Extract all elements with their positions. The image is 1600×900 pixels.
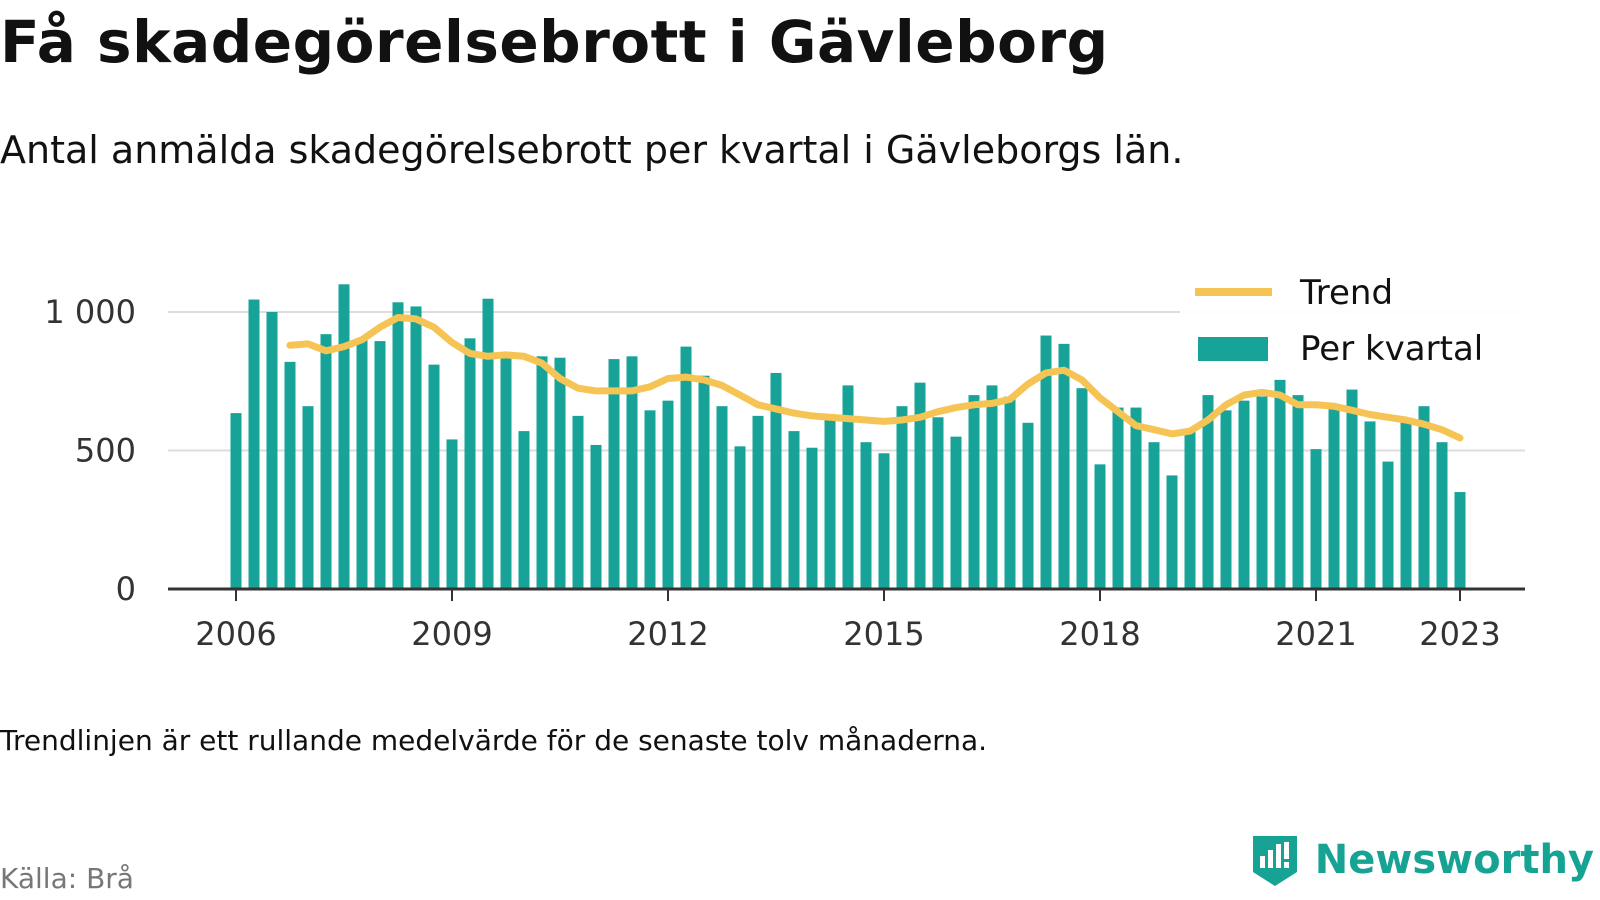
bar <box>428 364 440 589</box>
bar <box>1328 404 1340 589</box>
trend-line-layer <box>286 314 1464 442</box>
bar <box>1112 407 1124 589</box>
bar <box>770 372 782 589</box>
bar <box>1292 395 1304 589</box>
y-tick-label: 500 <box>75 432 136 470</box>
bar <box>518 431 530 589</box>
bar <box>1256 396 1268 589</box>
y-tick-label: 0 <box>116 570 136 608</box>
bar <box>1310 449 1322 589</box>
y-tick-label: 1 000 <box>44 293 136 331</box>
bar <box>1238 400 1250 589</box>
bar <box>284 361 296 589</box>
bar <box>986 385 998 589</box>
x-tick-label: 2015 <box>843 615 924 653</box>
footnote: Trendlinjen är ett rullande medelvärde f… <box>0 724 988 757</box>
bar <box>392 302 404 589</box>
bars-per-kvartal <box>230 284 1466 589</box>
bar <box>572 415 584 589</box>
trend-line <box>286 314 1464 442</box>
bar <box>1400 421 1412 589</box>
brand-name: Newsworthy <box>1314 837 1594 883</box>
x-tick-label: 2018 <box>1059 615 1140 653</box>
bar <box>824 418 836 589</box>
bar <box>374 341 386 589</box>
bar <box>1418 406 1430 589</box>
x-tick-label: 2023 <box>1419 615 1500 653</box>
x-tick-label: 2021 <box>1275 615 1356 653</box>
bar <box>1040 335 1052 589</box>
bar <box>698 375 710 589</box>
bar <box>662 400 674 589</box>
x-tick-label: 2006 <box>195 615 276 653</box>
bar <box>230 413 242 589</box>
bar <box>356 339 368 589</box>
bar <box>788 431 800 589</box>
bar <box>734 446 746 589</box>
bar <box>248 299 260 589</box>
bar-chart-badge-icon <box>1252 836 1297 886</box>
legend-bar-label: Per kvartal <box>1300 329 1483 369</box>
bar <box>1346 389 1358 589</box>
bar <box>320 334 332 589</box>
bar <box>554 357 566 589</box>
bar <box>950 436 962 589</box>
bar <box>1004 396 1016 589</box>
bar <box>464 338 476 589</box>
bar <box>968 395 980 589</box>
bar <box>1058 343 1070 589</box>
bar <box>590 444 602 589</box>
legend: Trend Per kvartal <box>1180 269 1525 379</box>
bar <box>878 453 890 589</box>
page-subtitle: Antal anmälda skadegörelsebrott per kvar… <box>0 128 1184 172</box>
source-credit: Källa: Brå <box>0 862 134 895</box>
bar <box>482 298 494 589</box>
bar <box>860 442 872 589</box>
bar <box>1148 442 1160 589</box>
bar <box>446 439 458 589</box>
bar <box>1364 421 1376 589</box>
legend-bar-swatch <box>1198 337 1268 361</box>
brand-logo: Newsworthy <box>1249 832 1594 888</box>
bar <box>806 447 818 589</box>
bar <box>1202 395 1214 589</box>
bar <box>266 312 278 589</box>
bar <box>752 415 764 589</box>
bar <box>644 410 656 589</box>
bar <box>680 346 692 589</box>
bar <box>914 382 926 589</box>
bar <box>1130 407 1142 589</box>
bar <box>626 356 638 589</box>
bar <box>842 385 854 589</box>
bar <box>1022 422 1034 589</box>
bar <box>1454 492 1466 589</box>
bar <box>932 417 944 589</box>
bar-chart: 0 500 1 000 2006 2009 2012 2015 2018 2021 2023 Tr… <box>44 269 1525 653</box>
bar <box>716 406 728 589</box>
bar <box>1274 379 1286 589</box>
bar <box>338 284 350 589</box>
x-tick-label: 2012 <box>627 615 708 653</box>
bar <box>1166 475 1178 589</box>
bar <box>410 306 422 589</box>
bar <box>1184 429 1196 589</box>
bar <box>536 356 548 589</box>
bar <box>500 357 512 589</box>
bar <box>1076 388 1088 589</box>
bar <box>1436 442 1448 589</box>
bar <box>302 406 314 589</box>
bar <box>608 359 620 589</box>
legend-trend-label: Trend <box>1299 273 1393 313</box>
bar <box>896 406 908 589</box>
bar <box>1382 461 1394 589</box>
bar <box>1094 464 1106 589</box>
bar <box>1220 410 1232 589</box>
axes: 0 500 1 000 2006 2009 2012 2015 2018 2021 2023 <box>44 293 1525 653</box>
x-tick-label: 2009 <box>411 615 492 653</box>
page-title: Få skadegörelsebrott i Gävleborg <box>0 8 1109 76</box>
